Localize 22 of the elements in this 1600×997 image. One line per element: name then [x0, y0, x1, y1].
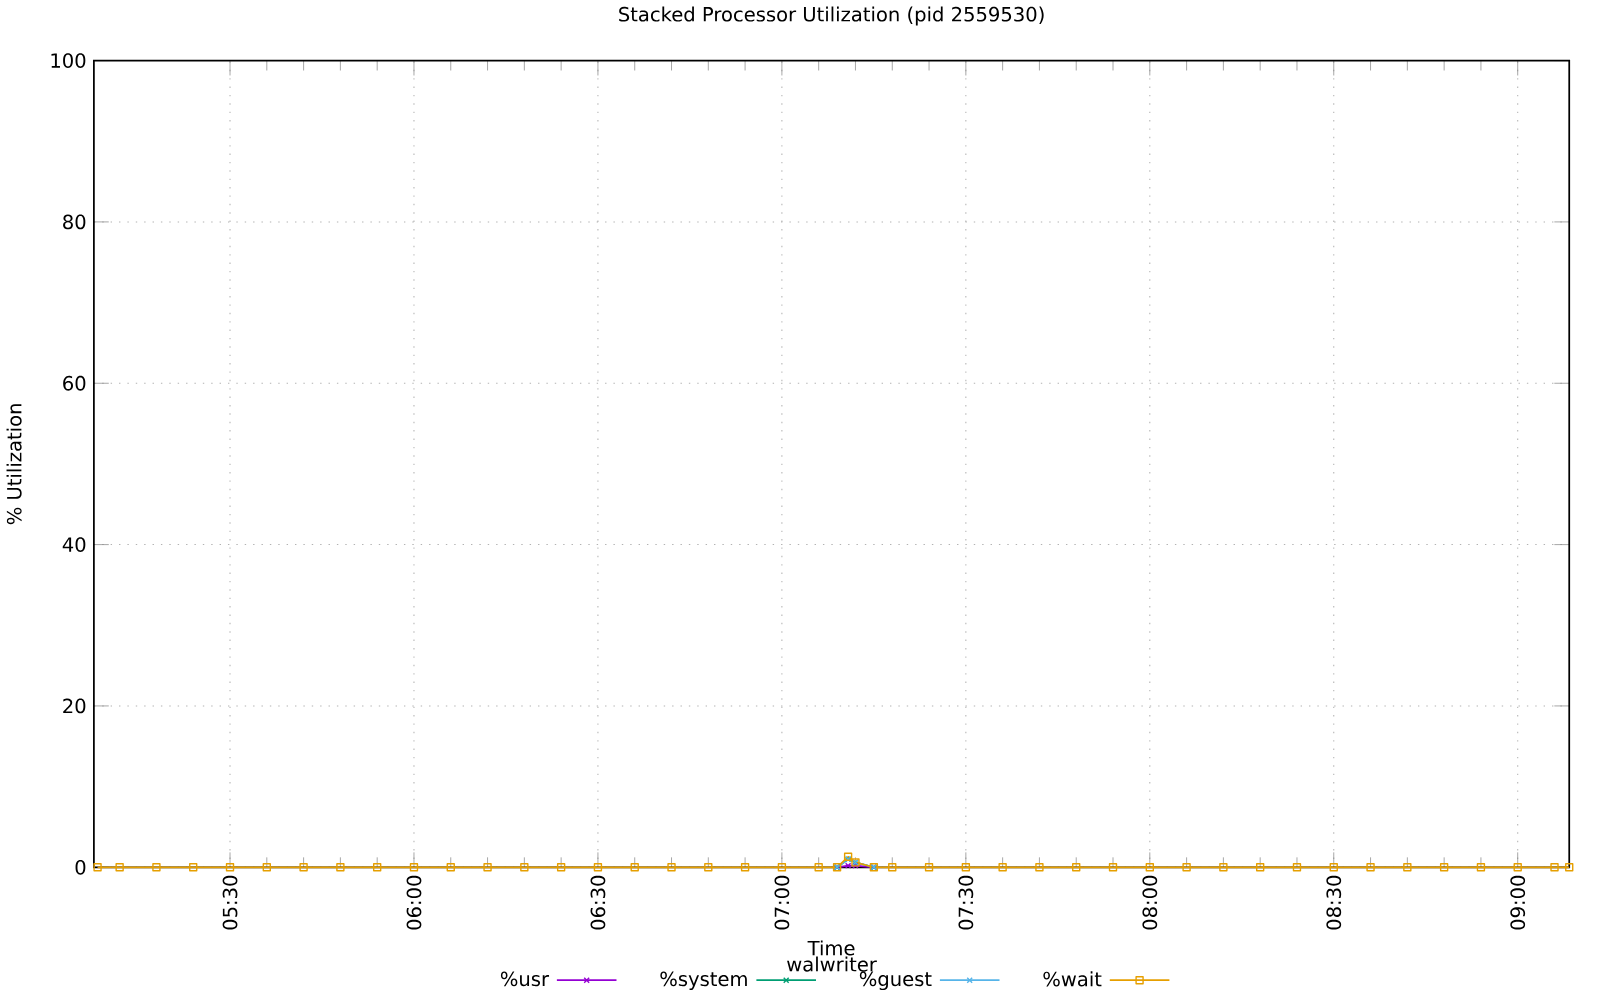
x-tick-label: 07:00	[774, 875, 790, 930]
y-axis-title: % Utilization	[6, 403, 22, 525]
x-tick-label: 07:30	[958, 875, 974, 930]
x-tick-label: 09:00	[1510, 875, 1526, 930]
y-tick-label: 20	[63, 698, 86, 714]
x-tick-label: 06:30	[590, 875, 606, 930]
chart-title: Stacked Processor Utilization (pid 2559530)	[619, 6, 1044, 26]
x-tick-label: 06:00	[406, 875, 422, 930]
legend-label: %usr	[500, 971, 550, 987]
x-tick-label: 05:30	[222, 875, 238, 930]
x-tick-label: 08:00	[1142, 875, 1158, 930]
text: walwriter	[787, 956, 877, 972]
y-tick-label: 0	[75, 859, 86, 875]
x-axis-title: Time	[807, 940, 855, 956]
y-tick-label: 40	[62, 536, 86, 552]
legend-label: %guest	[859, 971, 932, 990]
legend-label: %system	[660, 971, 747, 990]
x-tick-label: 08:30	[1326, 875, 1342, 930]
y-tick-label: 80	[63, 214, 86, 230]
legend-label: %wait	[1043, 971, 1102, 987]
y-tick-label: 100	[51, 52, 86, 68]
y-tick-label: 60	[63, 375, 86, 391]
